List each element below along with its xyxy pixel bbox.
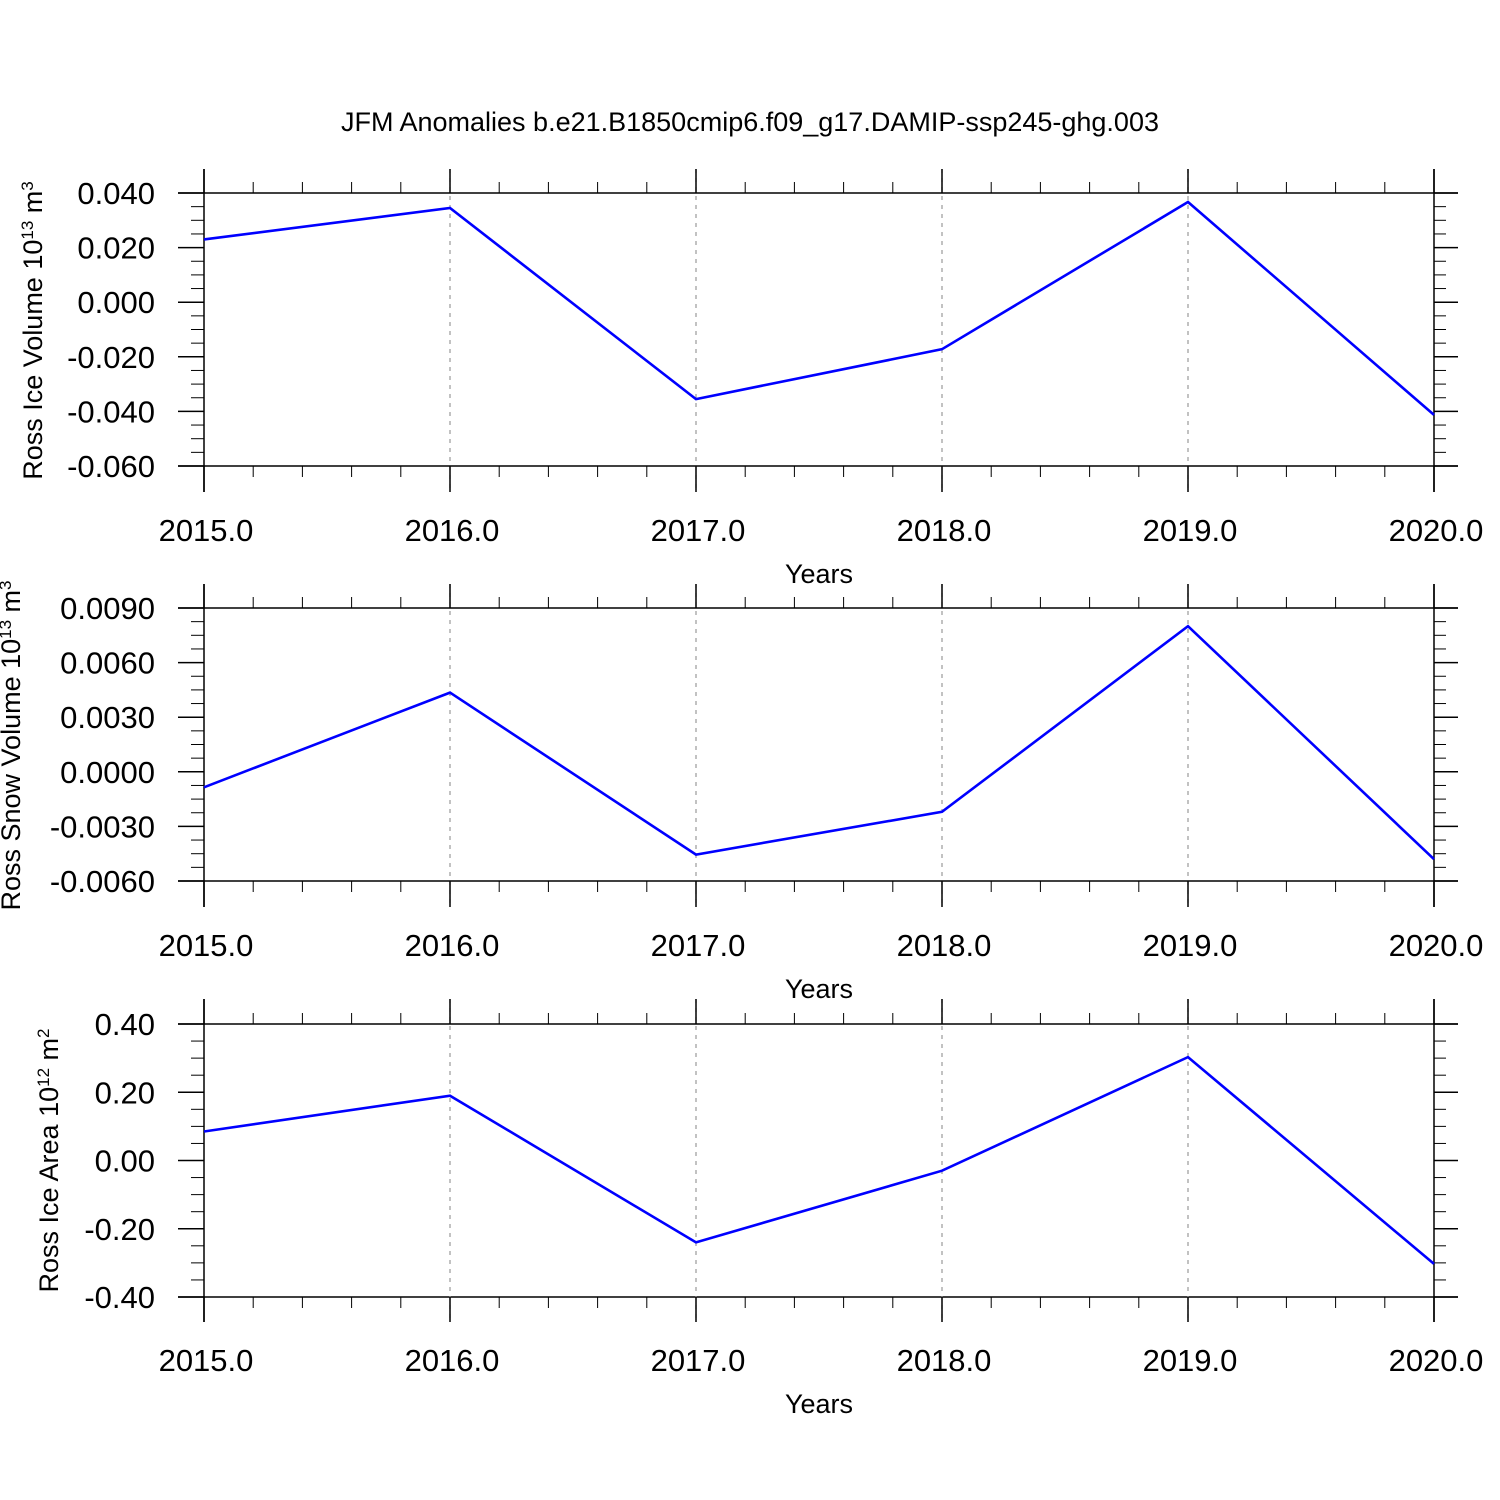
x-tick-label: 2020.0 — [1389, 1343, 1484, 1378]
y-tick-label: -0.0030 — [50, 809, 155, 844]
y-tick-label: -0.020 — [67, 340, 155, 375]
y-tick-label: -0.20 — [84, 1212, 155, 1247]
x-tick-label: 2015.0 — [159, 1343, 254, 1378]
series-line-1 — [203, 200, 1435, 416]
y-tick-label: 0.0090 — [60, 591, 155, 626]
y-tick-label: 0.020 — [77, 231, 155, 266]
x-tick-label: 2020.0 — [1389, 513, 1484, 548]
chart-panel-2: 0.00900.00600.00300.0000-0.0030-0.006020… — [0, 580, 1483, 1004]
y-tick-label: 0.0000 — [60, 755, 155, 790]
x-tick-label: 2020.0 — [1389, 928, 1484, 963]
y-tick-label: 0.000 — [77, 285, 155, 320]
y-tick-label: 0.040 — [77, 176, 155, 211]
figure-title: JFM Anomalies b.e21.B1850cmip6.f09_g17.D… — [341, 107, 1159, 137]
y-tick-label: 0.00 — [95, 1144, 155, 1179]
x-tick-label: 2018.0 — [897, 513, 992, 548]
x-axis-label: Years — [785, 974, 853, 1004]
x-tick-label: 2019.0 — [1143, 513, 1238, 548]
y-tick-label: 0.0060 — [60, 646, 155, 681]
y-axis-label: Ross Snow Volume 1013 m3 — [0, 580, 26, 910]
x-tick-label: 2016.0 — [405, 1343, 500, 1378]
x-tick-label: 2016.0 — [405, 513, 500, 548]
x-tick-label: 2015.0 — [159, 513, 254, 548]
series-line-1 — [203, 1055, 1435, 1265]
x-axis-label: Years — [785, 1389, 853, 1419]
y-axis-label: Ross Ice Area 1012 m2 — [34, 1028, 65, 1292]
x-tick-label: 2018.0 — [897, 928, 992, 963]
x-axis-label: Years — [785, 559, 853, 589]
x-tick-label: 2017.0 — [651, 513, 746, 548]
x-tick-label: 2017.0 — [651, 1343, 746, 1378]
y-tick-label: -0.40 — [84, 1280, 155, 1315]
y-tick-label: -0.060 — [67, 449, 155, 484]
y-tick-label: -0.040 — [67, 394, 155, 429]
x-tick-label: 2019.0 — [1143, 1343, 1238, 1378]
y-tick-label: 0.20 — [95, 1075, 155, 1110]
x-tick-label: 2019.0 — [1143, 928, 1238, 963]
series-line-1 — [203, 624, 1435, 861]
y-axis-label: Ross Ice Volume 1013 m3 — [18, 181, 49, 480]
y-tick-label: -0.0060 — [50, 864, 155, 899]
x-tick-label: 2015.0 — [159, 928, 254, 963]
y-tick-label: 0.0030 — [60, 700, 155, 735]
x-tick-label: 2017.0 — [651, 928, 746, 963]
x-tick-label: 2016.0 — [405, 928, 500, 963]
x-tick-label: 2018.0 — [897, 1343, 992, 1378]
y-tick-label: 0.40 — [95, 1007, 155, 1042]
